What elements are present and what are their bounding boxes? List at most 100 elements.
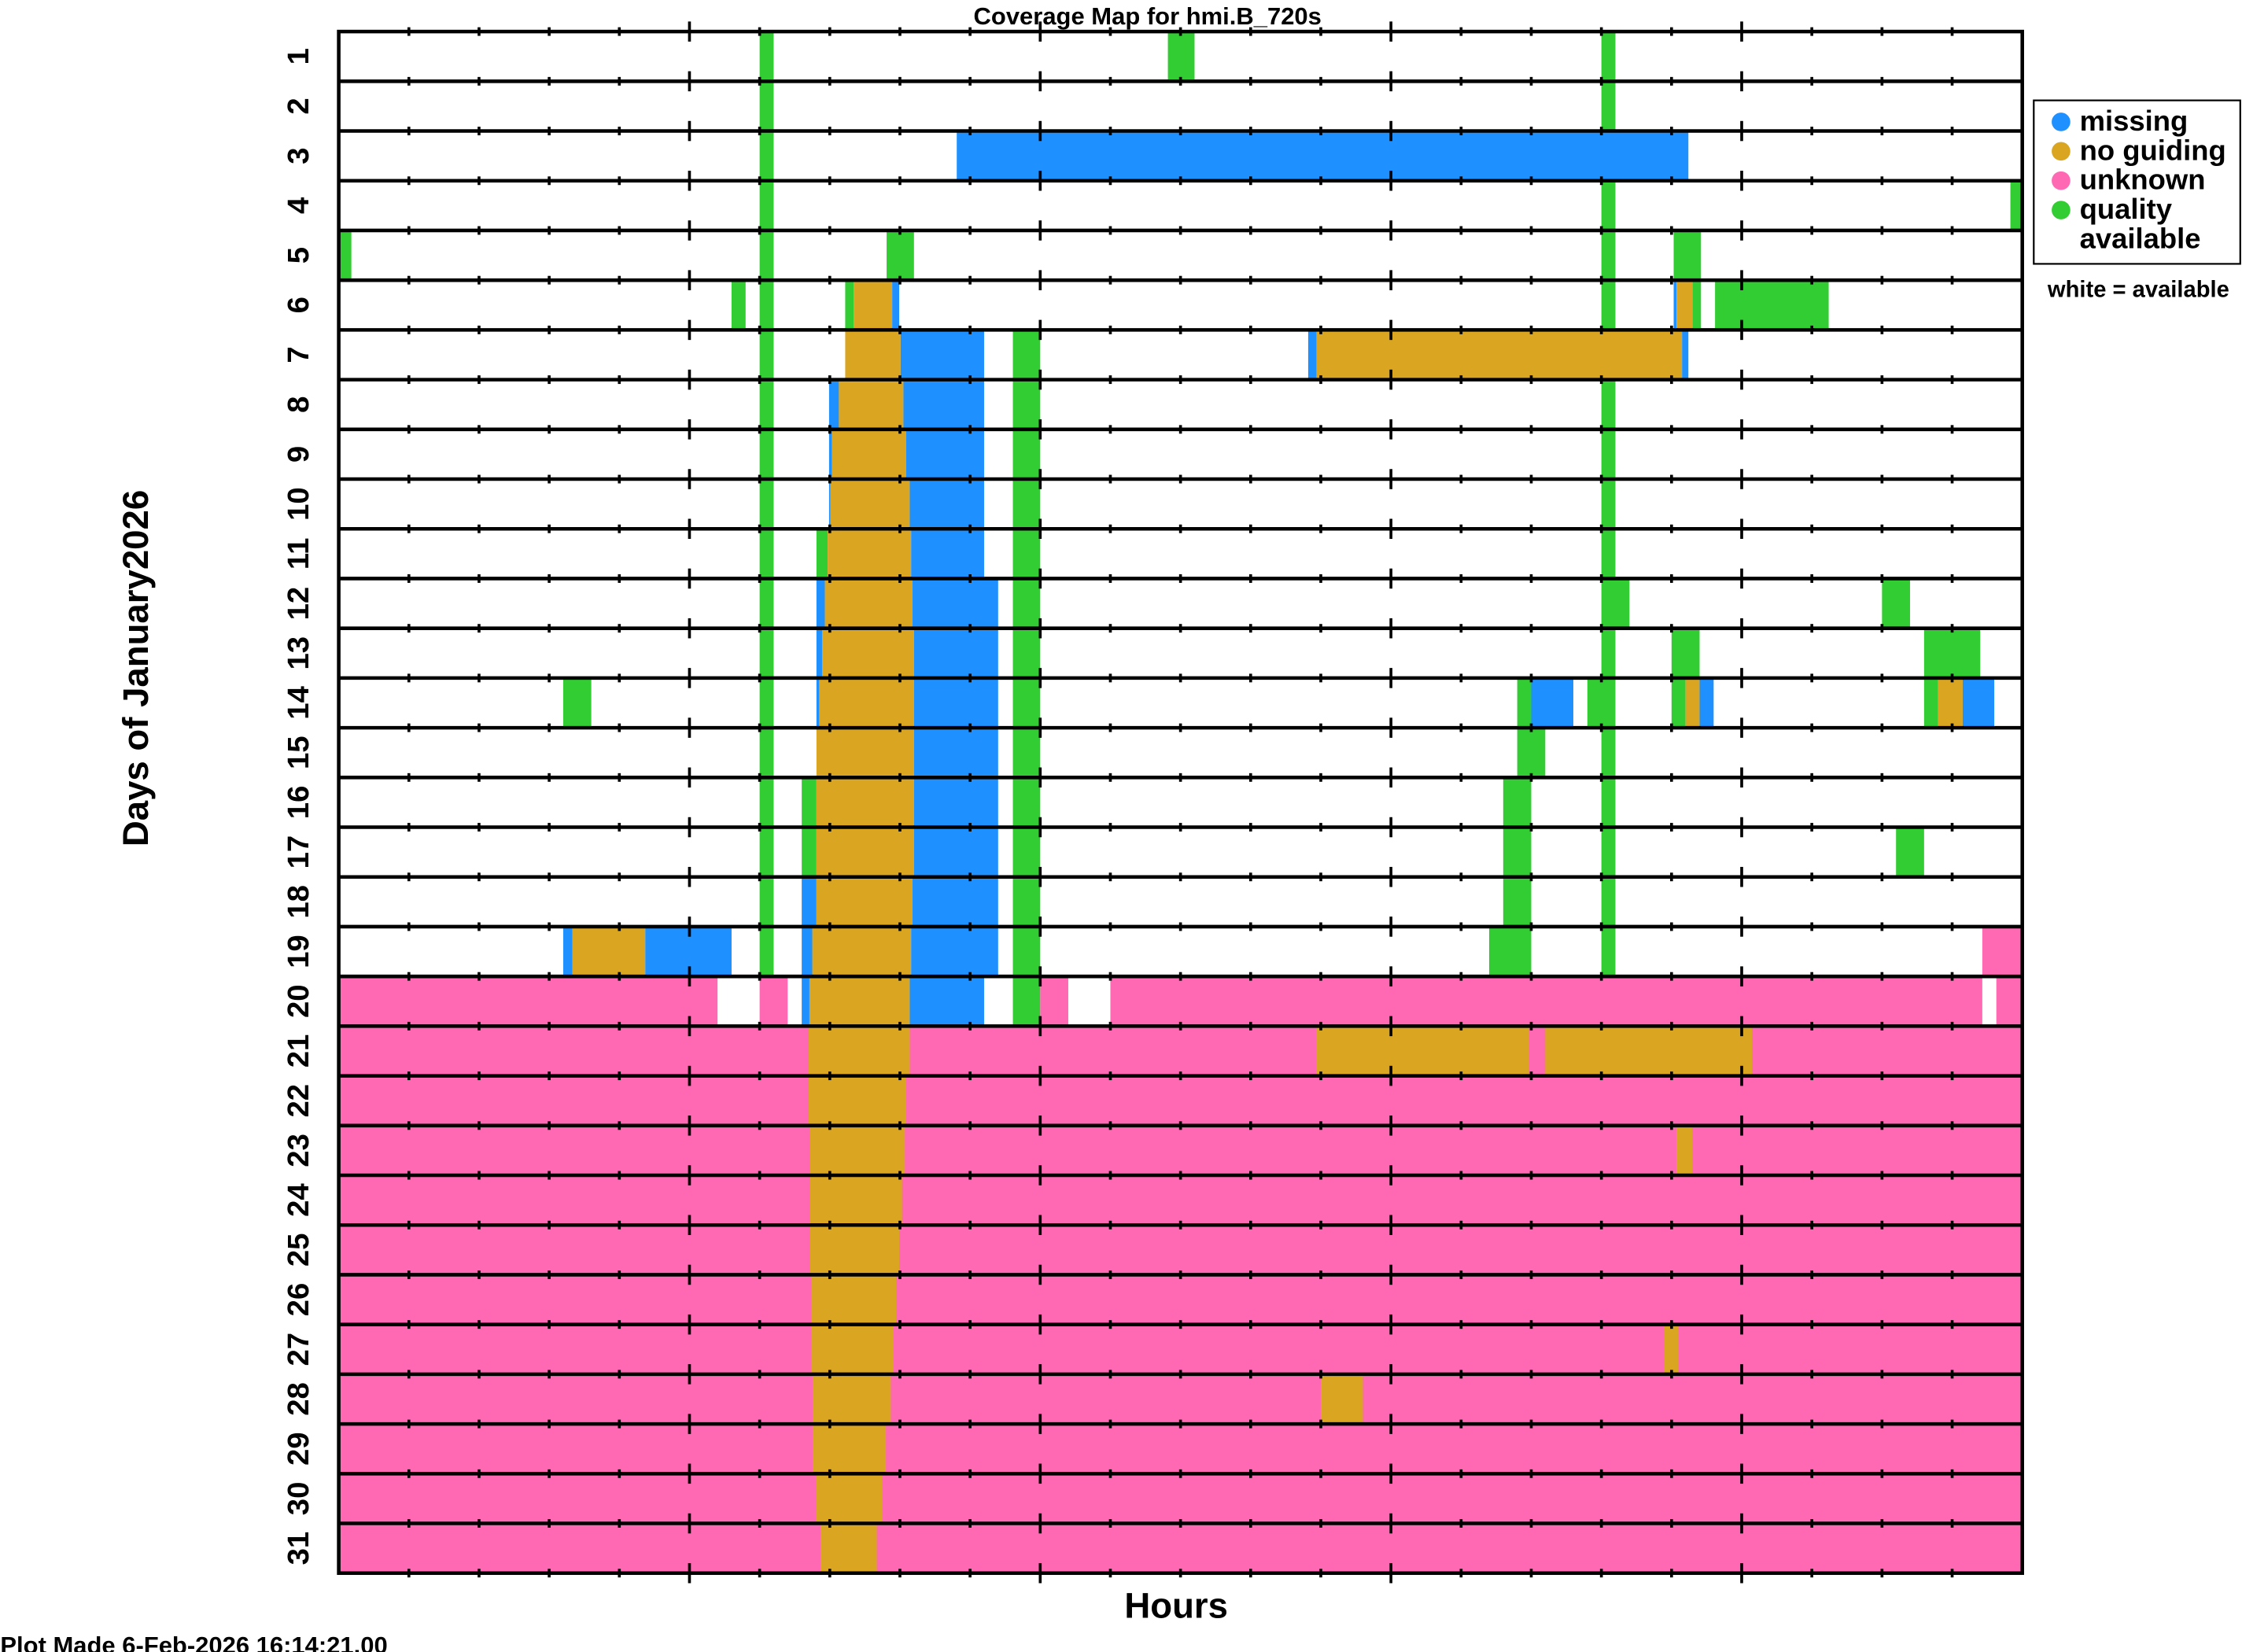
y-tick-label: 24 bbox=[282, 1183, 315, 1217]
segment-day21-noguiding bbox=[1545, 1026, 1753, 1076]
segment-day18-quality bbox=[1012, 876, 1041, 927]
legend-label-noguiding: no guiding bbox=[2080, 134, 2226, 166]
y-tick-label: 16 bbox=[282, 786, 315, 820]
segment-day6-quality bbox=[1692, 280, 1702, 330]
segment-day8-missing bbox=[828, 379, 839, 430]
chart-title: Coverage Map for hmi.B_720s bbox=[974, 2, 1322, 30]
legend-label-unknown: unknown bbox=[2080, 164, 2206, 196]
segment-day29-noguiding bbox=[813, 1424, 887, 1474]
segment-day20-missing bbox=[802, 976, 809, 1027]
segment-day16-quality bbox=[1012, 777, 1041, 828]
segment-day6-missing bbox=[1673, 280, 1677, 330]
segment-day16-noguiding bbox=[816, 777, 914, 828]
segment-day19-missing bbox=[562, 926, 573, 977]
segment-day14-quality bbox=[1517, 677, 1532, 728]
segment-day18-quality bbox=[1601, 876, 1616, 927]
segment-day31-noguiding bbox=[820, 1523, 877, 1573]
legend-label-quality: quality bbox=[2080, 193, 2173, 225]
segment-day19-quality bbox=[759, 926, 774, 977]
segment-day5-quality bbox=[1673, 230, 1702, 281]
y-tick-label: 28 bbox=[282, 1382, 315, 1416]
segment-day5-quality bbox=[759, 230, 774, 281]
segment-day27-noguiding bbox=[811, 1324, 894, 1374]
segment-day7-missing bbox=[1682, 330, 1689, 380]
segment-day16-quality bbox=[1601, 777, 1616, 828]
segment-day8-quality bbox=[759, 379, 774, 430]
segment-day23-noguiding bbox=[1676, 1125, 1693, 1176]
segment-day6-quality bbox=[759, 280, 774, 330]
segment-day14-quality bbox=[1923, 677, 1938, 728]
segment-day11-quality bbox=[1012, 529, 1041, 579]
segment-day19-missing bbox=[911, 926, 998, 977]
segment-day1-quality bbox=[1601, 31, 1616, 82]
segment-day14-noguiding bbox=[1938, 677, 1963, 728]
segment-day14-quality bbox=[759, 677, 774, 728]
segment-day12-missing bbox=[913, 578, 998, 629]
segment-day28-noguiding bbox=[1320, 1374, 1363, 1425]
y-tick-label: 31 bbox=[282, 1532, 315, 1565]
segment-day19-quality bbox=[1489, 926, 1532, 977]
segment-day11-noguiding bbox=[828, 529, 912, 579]
segment-day7-missing bbox=[900, 330, 984, 380]
segment-day21-noguiding bbox=[809, 1026, 910, 1076]
segment-day8-noguiding bbox=[839, 379, 904, 430]
segment-day17-quality bbox=[802, 827, 817, 877]
segment-day13-quality bbox=[1923, 628, 1981, 678]
segment-day12-quality bbox=[759, 578, 774, 629]
segment-day21-unknown bbox=[338, 1026, 2023, 1076]
segment-day12-missing bbox=[816, 578, 825, 629]
segment-day3-missing bbox=[957, 131, 1689, 181]
segment-day15-quality bbox=[1517, 728, 1546, 778]
segment-day16-quality bbox=[1503, 777, 1532, 828]
segment-day13-quality bbox=[1671, 628, 1700, 678]
y-tick-label: 11 bbox=[282, 538, 315, 570]
y-tick-label: 1 bbox=[282, 48, 315, 65]
segment-day13-missing bbox=[913, 628, 998, 678]
legend-label-missing: missing bbox=[2080, 105, 2189, 137]
segment-day28-unknown bbox=[338, 1374, 2023, 1425]
segment-day13-quality bbox=[1012, 628, 1041, 678]
segment-day18-quality bbox=[759, 876, 774, 927]
segment-day30-noguiding bbox=[816, 1473, 883, 1524]
segment-day19-noguiding bbox=[812, 926, 912, 977]
segment-day14-missing bbox=[816, 677, 820, 728]
y-tick-label: 19 bbox=[282, 935, 315, 968]
segment-day28-noguiding bbox=[813, 1374, 891, 1425]
segment-day12-quality bbox=[1601, 578, 1630, 629]
segment-day11-missing bbox=[911, 529, 984, 579]
segment-day14-quality bbox=[1012, 677, 1041, 728]
segment-day7-quality bbox=[1012, 330, 1041, 380]
segment-day12-noguiding bbox=[824, 578, 913, 629]
segment-day20-unknown bbox=[1040, 976, 1068, 1027]
y-tick-label: 14 bbox=[282, 686, 315, 720]
y-tick-label: 13 bbox=[282, 636, 315, 670]
y-tick-label: 21 bbox=[282, 1034, 315, 1068]
legend-marker-quality bbox=[2052, 201, 2071, 219]
y-tick-label: 3 bbox=[282, 147, 315, 164]
segment-day24-noguiding bbox=[809, 1175, 902, 1226]
segment-day22-noguiding bbox=[809, 1075, 906, 1126]
segment-day17-quality bbox=[1601, 827, 1616, 877]
y-tick-label: 4 bbox=[282, 197, 315, 214]
plot-frame bbox=[337, 29, 2024, 1576]
segment-day11-quality bbox=[816, 529, 828, 579]
y-tick-label: 7 bbox=[282, 346, 315, 363]
segment-day6-quality bbox=[845, 280, 854, 330]
segment-day25-unknown bbox=[338, 1225, 2023, 1275]
segment-day5-quality bbox=[1601, 230, 1616, 281]
segment-day13-noguiding bbox=[821, 628, 914, 678]
segment-day20-missing bbox=[909, 976, 984, 1027]
segment-day9-quality bbox=[759, 429, 774, 480]
segment-day15-quality bbox=[1012, 728, 1041, 778]
segment-day15-quality bbox=[759, 728, 774, 778]
segment-day10-missing bbox=[909, 479, 984, 529]
segment-day20-quality bbox=[1012, 976, 1041, 1027]
segment-day1-quality bbox=[1167, 31, 1195, 82]
y-tick-label: 9 bbox=[282, 446, 315, 463]
segment-day6-quality bbox=[731, 280, 746, 330]
segment-day29-unknown bbox=[338, 1424, 2023, 1474]
y-tick-label: 30 bbox=[282, 1482, 315, 1516]
segment-day4-quality bbox=[2010, 180, 2023, 230]
segment-day6-quality bbox=[1715, 280, 1829, 330]
